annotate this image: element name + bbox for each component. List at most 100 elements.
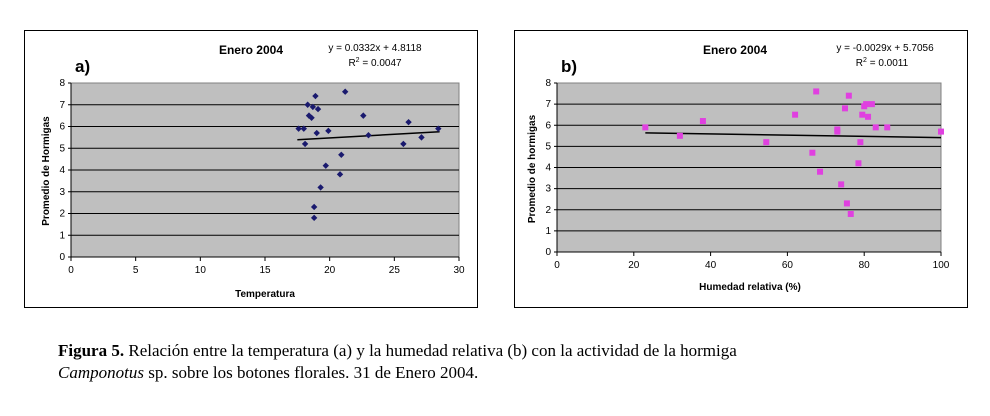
x-tick-label: 30 — [453, 265, 465, 276]
r-squared: R2 = 0.0047 — [348, 57, 402, 69]
y-tick-label: 2 — [545, 205, 551, 216]
chart-panel-a: a) Enero 2004 y = 0.0332x + 4.8118 R2 = … — [24, 30, 478, 308]
y-tick-label: 4 — [59, 165, 65, 176]
panel-label: b) — [561, 57, 577, 76]
trend-equation: y = -0.0029x + 5.7056 — [836, 43, 934, 54]
x-tick-label: 15 — [259, 265, 271, 276]
data-point — [857, 139, 864, 146]
data-point — [868, 101, 875, 108]
data-point — [365, 132, 372, 139]
data-point — [817, 168, 824, 175]
data-point — [859, 111, 866, 118]
x-tick-label: 25 — [389, 265, 401, 276]
data-point — [834, 126, 841, 133]
data-point — [310, 214, 318, 222]
data-point — [642, 124, 649, 131]
y-tick-label: 6 — [545, 120, 551, 131]
data-point — [341, 88, 349, 95]
data-point — [338, 151, 345, 158]
data-point — [310, 203, 318, 211]
plot-area: 0 1 2 3 4 5 6 7 8 0 5 10 15 20 25 30 — [59, 78, 465, 276]
y-tick-label: 3 — [545, 184, 551, 195]
x-tick-label: 40 — [705, 260, 717, 271]
data-point — [312, 92, 319, 100]
y-tick-label: 0 — [545, 247, 551, 258]
data-point — [300, 125, 307, 132]
data-point — [336, 171, 344, 178]
x-tick-label: 5 — [133, 265, 139, 276]
data-point — [405, 118, 412, 126]
x-tick-label: 0 — [68, 265, 74, 276]
scatter-chart-temperatura: a) Enero 2004 y = 0.0332x + 4.8118 R2 = … — [41, 43, 465, 300]
y-tick-label: 4 — [545, 163, 551, 174]
x-tick-label: 100 — [933, 260, 950, 271]
data-point — [360, 112, 367, 119]
y-tick-label: 8 — [59, 78, 65, 89]
caption-text: Relación entre la temperatura (a) y la h… — [124, 341, 737, 360]
y-tick-label: 7 — [545, 99, 551, 110]
data-point — [325, 127, 332, 135]
data-point — [699, 118, 706, 125]
data-point — [295, 125, 302, 132]
data-point — [400, 140, 407, 148]
data-point — [938, 128, 944, 135]
data-point — [838, 181, 845, 188]
data-point — [308, 114, 315, 121]
x-tick-label: 60 — [782, 260, 794, 271]
y-tick-label: 1 — [59, 230, 65, 241]
r-squared: R2 = 0.0011 — [856, 57, 909, 69]
data-point — [792, 111, 799, 118]
data-point — [863, 101, 870, 108]
data-point — [855, 160, 862, 167]
y-axis-label: Promedio de hormigas — [527, 114, 538, 223]
y-tick-label: 8 — [545, 78, 551, 89]
y-tick-label: 2 — [59, 209, 65, 220]
y-tick-label: 7 — [59, 100, 65, 111]
chart-panel-b: b) Enero 2004 y = -0.0029x + 5.7056 R2 =… — [514, 30, 968, 308]
data-point — [865, 113, 872, 120]
caption-species: Camponotus — [58, 363, 144, 382]
x-axis-label: Humedad relativa (%) — [699, 282, 801, 293]
scatter-chart-humedad: b) Enero 2004 y = -0.0029x + 5.7056 R2 =… — [527, 43, 950, 293]
data-point — [309, 103, 317, 111]
data-point — [313, 129, 320, 137]
data-point — [842, 105, 848, 112]
y-tick-label: 0 — [59, 252, 65, 263]
trendline — [645, 132, 942, 139]
y-tick-label: 5 — [59, 143, 65, 154]
data-point — [314, 105, 322, 113]
data-point — [676, 132, 683, 139]
data-point — [843, 200, 850, 207]
x-tick-label: 10 — [195, 265, 207, 276]
x-tick-label: 20 — [324, 265, 336, 276]
caption-label: Figura 5. — [58, 341, 125, 360]
trend-equation: y = 0.0332x + 4.8118 — [328, 43, 422, 54]
data-point — [435, 125, 442, 132]
y-tick-label: 6 — [59, 122, 65, 133]
figure-caption: Figura 5. Relación entre la temperatura … — [58, 340, 958, 384]
x-tick-label: 20 — [628, 260, 640, 271]
data-point — [884, 124, 891, 131]
data-point — [317, 184, 324, 191]
x-tick-label: 0 — [554, 260, 560, 271]
data-point — [322, 162, 329, 169]
data-point — [304, 101, 311, 108]
data-point — [845, 92, 852, 99]
data-point — [872, 124, 879, 131]
panel-label: a) — [75, 57, 90, 76]
data-point — [301, 140, 309, 148]
y-tick-label: 1 — [545, 226, 551, 237]
y-tick-label: 3 — [59, 187, 65, 198]
chart-title: Enero 2004 — [703, 43, 767, 57]
data-point — [763, 139, 770, 146]
chart-title: Enero 2004 — [219, 43, 283, 57]
data-point — [847, 210, 854, 217]
x-axis-label: Temperatura — [235, 289, 295, 300]
x-tick-label: 80 — [859, 260, 871, 271]
data-point — [813, 88, 820, 95]
data-point — [809, 149, 816, 156]
y-tick-label: 5 — [545, 141, 551, 152]
y-axis-label: Promedio de Hormigas — [41, 116, 52, 226]
caption-text-end: sp. sobre los botones florales. 31 de En… — [143, 363, 479, 382]
